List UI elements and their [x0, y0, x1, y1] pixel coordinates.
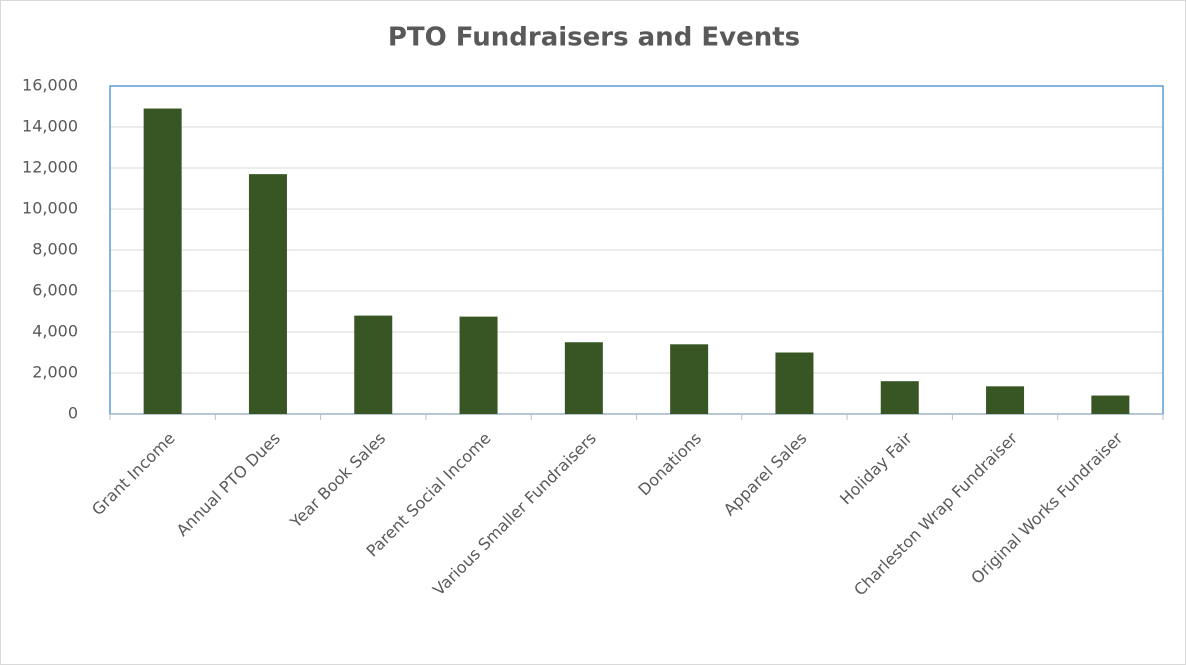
bar — [1091, 395, 1130, 414]
y-tick-label: 6,000 — [32, 281, 78, 300]
bar — [143, 108, 182, 415]
y-tick-label: 12,000 — [22, 158, 78, 177]
bar — [670, 344, 709, 414]
y-tick-label: 16,000 — [22, 76, 78, 95]
y-tick-label: 2,000 — [32, 363, 78, 382]
y-tick-label: 4,000 — [32, 322, 78, 341]
bar — [354, 315, 393, 414]
chart-title: PTO Fundraisers and Events — [388, 23, 800, 53]
bar — [775, 352, 814, 414]
y-tick-label: 14,000 — [22, 117, 78, 136]
bar — [248, 174, 287, 414]
y-tick-label: 0 — [68, 404, 78, 423]
y-tick-label: 10,000 — [22, 199, 78, 218]
bar — [986, 386, 1025, 414]
bar — [880, 381, 919, 414]
bar — [459, 316, 498, 414]
y-tick-label: 8,000 — [32, 240, 78, 259]
bar — [564, 342, 603, 414]
